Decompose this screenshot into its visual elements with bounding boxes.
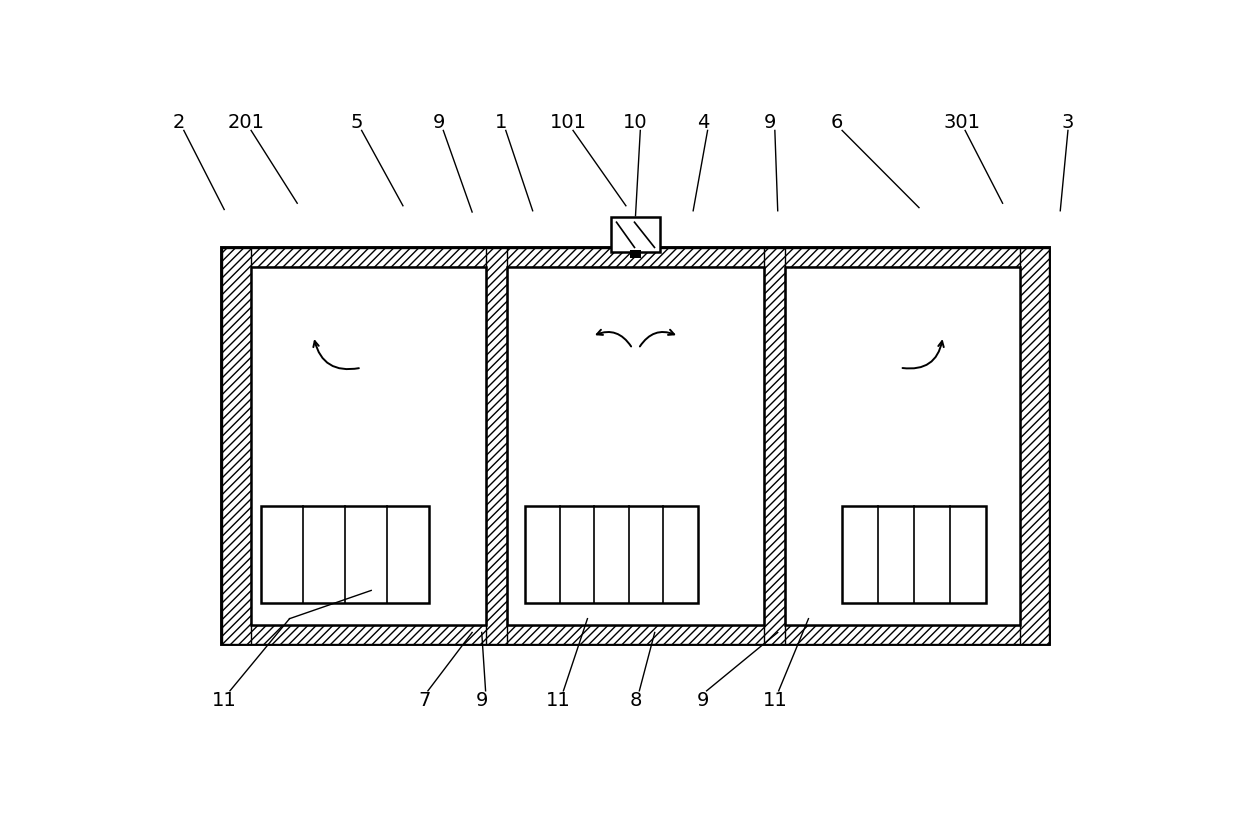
- Text: 101: 101: [549, 113, 587, 132]
- Text: 9: 9: [697, 691, 709, 710]
- Text: 9: 9: [476, 691, 487, 710]
- Bar: [222, 625, 1049, 644]
- Text: 11: 11: [212, 691, 237, 710]
- Text: 10: 10: [624, 113, 647, 132]
- Bar: [785, 267, 1019, 625]
- Bar: [250, 267, 1021, 625]
- Bar: [222, 249, 1049, 267]
- Bar: [764, 249, 785, 644]
- Bar: [260, 505, 429, 603]
- Text: 2: 2: [172, 113, 185, 132]
- Bar: [507, 267, 764, 625]
- Text: 9: 9: [764, 113, 776, 132]
- Text: 5: 5: [351, 113, 363, 132]
- Text: 11: 11: [547, 691, 570, 710]
- Text: 8: 8: [630, 691, 641, 710]
- Text: 11: 11: [763, 691, 787, 710]
- Bar: [250, 267, 486, 625]
- Bar: [842, 505, 986, 603]
- Text: 9: 9: [433, 113, 445, 132]
- Bar: [222, 249, 1049, 644]
- Text: 6: 6: [831, 113, 843, 132]
- Bar: [610, 217, 661, 252]
- Bar: [486, 249, 507, 644]
- Text: 3: 3: [1061, 113, 1074, 132]
- Text: 7: 7: [418, 691, 430, 710]
- Text: 201: 201: [228, 113, 265, 132]
- Text: 301: 301: [944, 113, 981, 132]
- Bar: [630, 250, 641, 258]
- Text: 1: 1: [495, 113, 507, 132]
- Text: 4: 4: [697, 113, 709, 132]
- Bar: [1019, 249, 1049, 644]
- Bar: [222, 249, 250, 644]
- Bar: [525, 505, 698, 603]
